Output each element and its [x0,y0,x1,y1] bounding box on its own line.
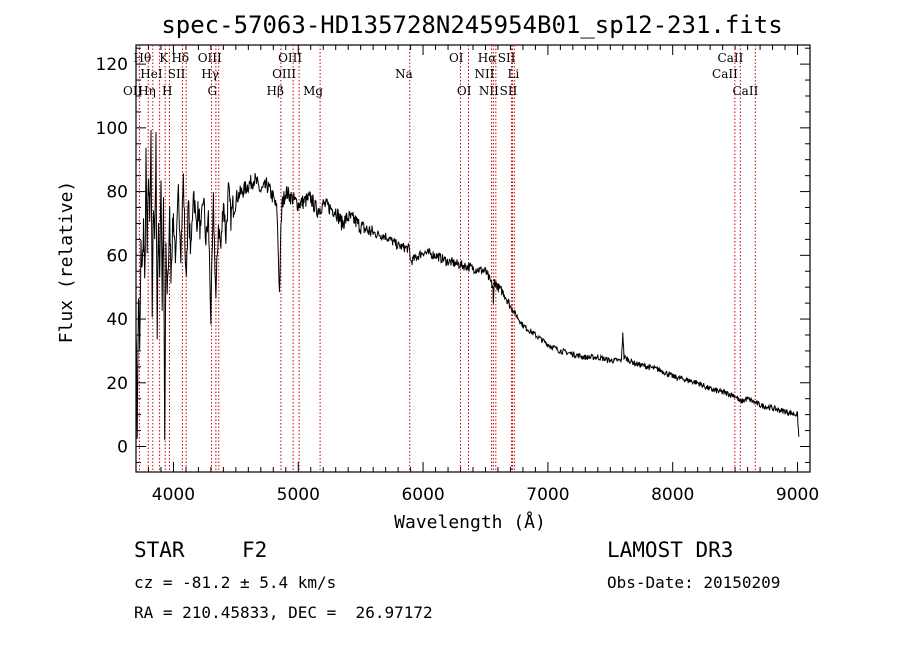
observation-date: Obs-Date: 20150209 [607,573,781,592]
spectral-line-label: SII [168,67,186,81]
y-tick-label: 60 [106,246,128,266]
spectral-line-label: NII [479,84,499,98]
spectral-line-label: H [162,84,172,98]
spectral-line-label: Hα [478,51,497,65]
x-tick-label: 7000 [526,485,569,505]
spectral-line-label: G [208,84,218,98]
y-axis-label: Flux (relative) [56,181,77,344]
spectral-line-label: OI [449,51,464,65]
survey-name: LAMOST DR3 [607,538,734,562]
spectral-line-label: OIII [272,67,296,81]
plot-axes: 4000 5000 6000 7000 8000 9000 0 20 40 60 80 100 120 [96,44,819,505]
spectral-line-label: Hβ [267,84,284,98]
x-tick-label: 4000 [152,485,195,505]
x-axis-label: Wavelength (Å) [394,511,546,533]
coordinates: RA = 210.45833, DEC = 26.97172 [134,603,433,622]
spectral-line-label: HeI [140,67,163,81]
spectral-line-label: Mg [303,84,323,98]
y-tick-label: 0 [117,438,128,458]
object-subclass: F2 [242,538,268,562]
spectral-line-label: CaII [712,67,738,81]
spectral-line-label: Hδ [171,51,189,65]
y-tick-label: 80 [106,183,128,203]
spectral-line-label: Li [507,67,519,81]
x-tick-label: 9000 [776,485,819,505]
spectral-line-labels: OII Hθ Hη HeI K H SII Hδ G Hγ OIII Hβ OIII OIII Mg Na OI… [123,51,759,98]
x-tick-label: 8000 [651,485,694,505]
spectral-line-label: CaII [733,84,759,98]
object-class: STAR [134,538,185,562]
spectrum-line [135,129,800,440]
y-tick-label: 40 [106,310,128,330]
spectral-line-label: Hη [138,84,156,98]
spectral-line-label: OIII [198,51,222,65]
plot-frame [135,44,811,473]
spectral-line-label: SII [498,51,516,65]
spectral-line-label: K [159,51,169,65]
spectral-line-label: NII [474,67,494,81]
y-tick-label: 120 [96,55,128,75]
spectral-line-label: Na [395,67,413,81]
chart-title: spec-57063-HD135728N245954B01_sp12-231.f… [161,11,782,39]
spectral-line-label: SII [500,84,518,98]
x-tick-label: 6000 [401,485,444,505]
spectral-line-label: Hγ [201,67,219,81]
spectral-line-label: CaII [718,51,744,65]
spectral-line-label: OI [457,84,472,98]
spectral-line-label: OII [123,84,143,98]
y-tick-label: 20 [106,374,128,394]
x-tick-label: 5000 [277,485,320,505]
spectral-lines [138,45,756,472]
redshift-cz: cz = -81.2 ± 5.4 km/s [134,573,337,592]
spectral-line-label: Hθ [134,51,152,65]
spectral-line-label: OIII [278,51,302,65]
y-tick-label: 100 [96,119,128,139]
